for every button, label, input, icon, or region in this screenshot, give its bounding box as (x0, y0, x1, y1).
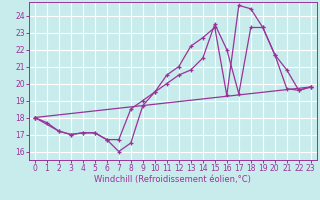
X-axis label: Windchill (Refroidissement éolien,°C): Windchill (Refroidissement éolien,°C) (94, 175, 251, 184)
